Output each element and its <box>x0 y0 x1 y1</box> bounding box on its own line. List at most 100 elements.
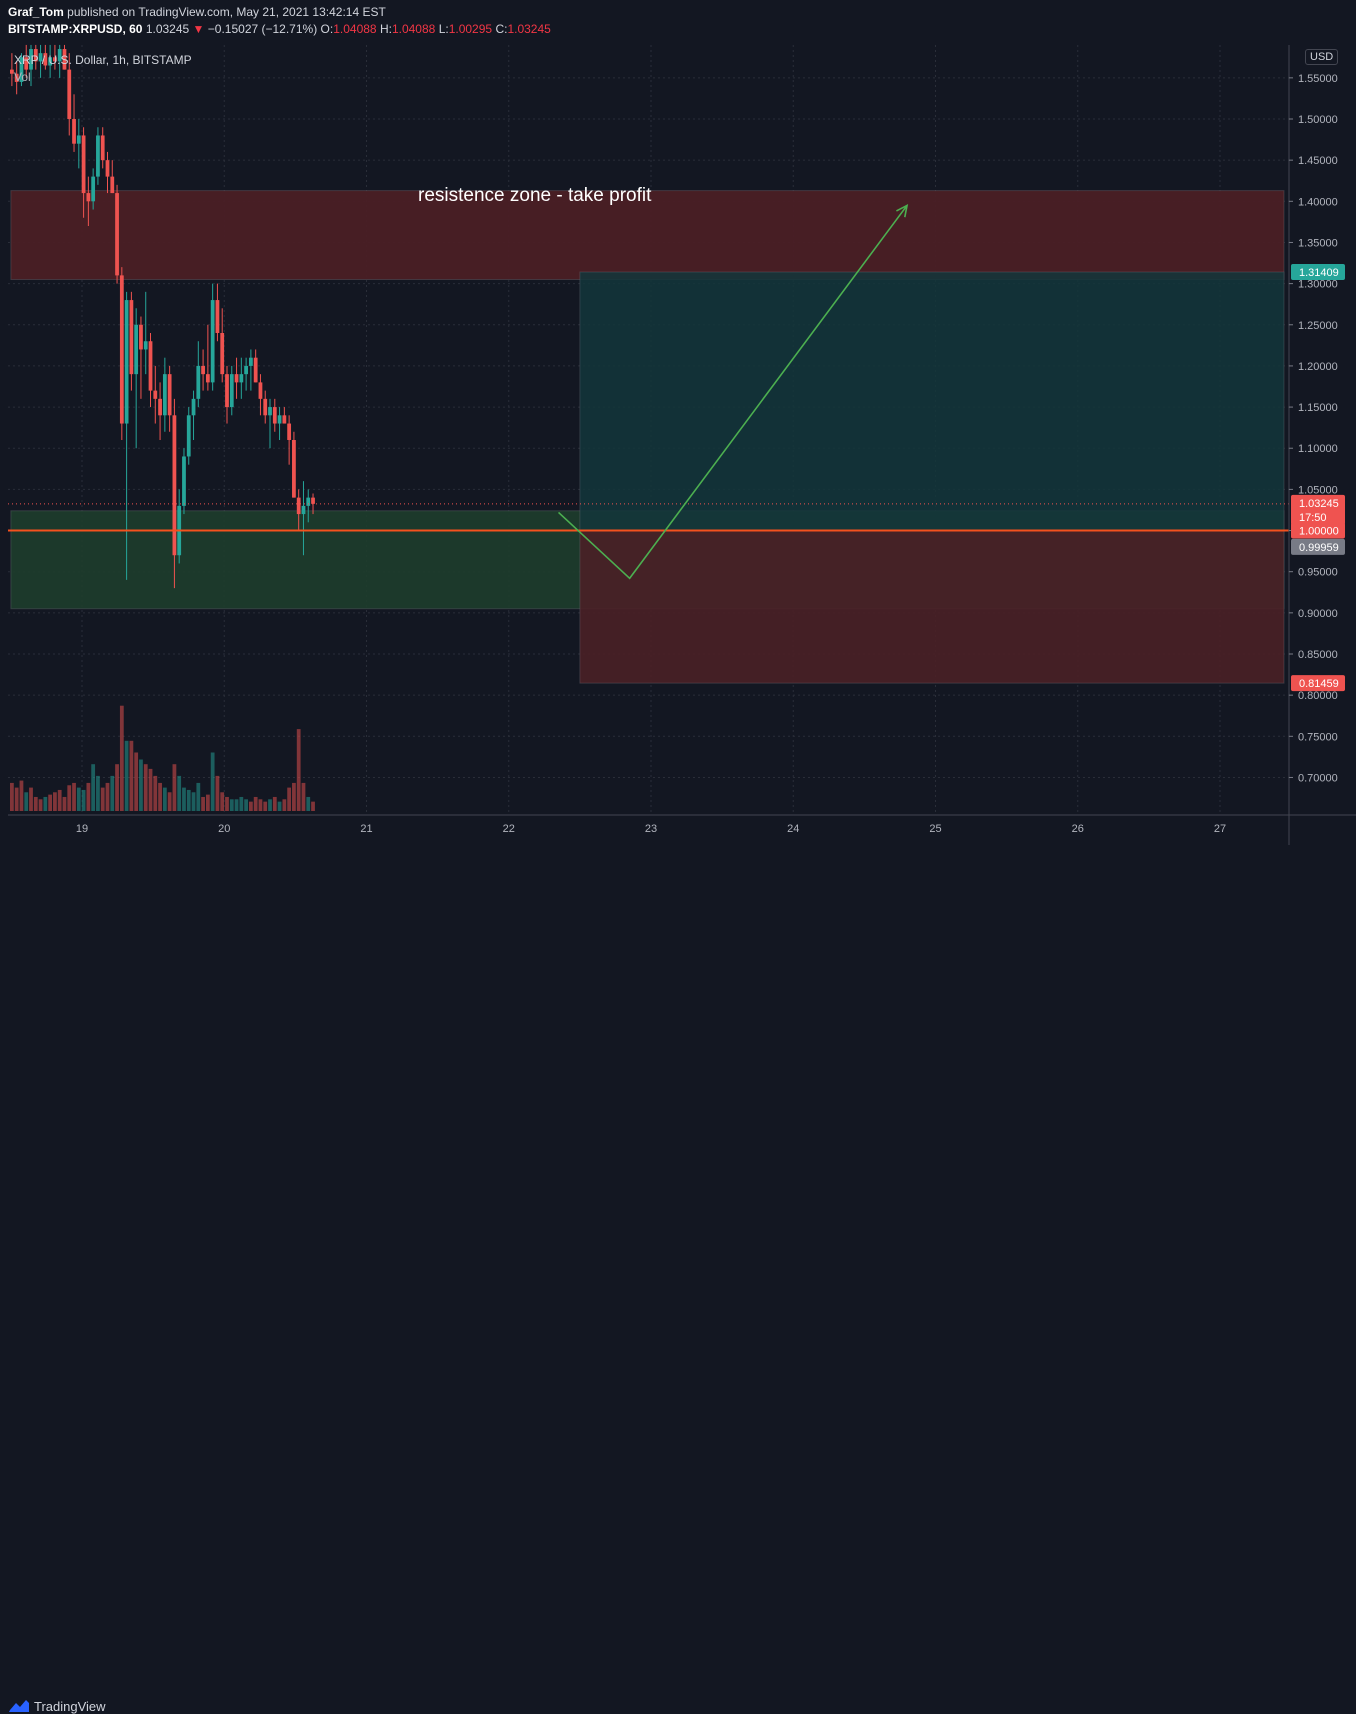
candle-body[interactable] <box>14 73 19 82</box>
brand-name[interactable]: TradingView <box>34 1699 106 1714</box>
candle-body[interactable] <box>62 49 67 70</box>
y-tick-label: 1.55000 <box>1298 73 1338 85</box>
candle-body[interactable] <box>139 324 143 350</box>
candle-body[interactable] <box>244 365 248 375</box>
countdown-label: 17:50 <box>1299 512 1327 524</box>
volume-bar <box>268 799 272 811</box>
candle-body[interactable] <box>110 176 115 194</box>
candle-body[interactable] <box>53 57 57 62</box>
candle-body[interactable] <box>311 497 315 504</box>
candle-body[interactable] <box>33 49 38 62</box>
x-tick-label: 24 <box>787 823 799 835</box>
candle-body[interactable] <box>72 119 76 144</box>
symbol-label[interactable]: BITSTAMP:XRPUSD, 60 <box>8 22 143 36</box>
candle-body[interactable] <box>186 415 191 457</box>
y-tick-label: 0.70000 <box>1298 772 1338 784</box>
candle-body[interactable] <box>38 53 43 62</box>
candle-body[interactable] <box>196 365 201 399</box>
candle-body[interactable] <box>105 160 110 177</box>
candle-body[interactable] <box>19 57 24 82</box>
x-tick-label: 27 <box>1214 823 1226 835</box>
x-tick-label: 23 <box>645 823 657 835</box>
candle-body[interactable] <box>229 374 234 408</box>
candle-body[interactable] <box>148 341 153 391</box>
price-tag[interactable] <box>1291 538 1345 555</box>
candle-body[interactable] <box>220 333 225 375</box>
candle-body[interactable] <box>191 398 196 416</box>
candle-body[interactable] <box>86 193 91 202</box>
candle-body[interactable] <box>91 176 96 202</box>
currency-button[interactable]: USD <box>1305 49 1339 65</box>
candle-body[interactable] <box>282 415 287 424</box>
candle-body[interactable] <box>277 415 282 424</box>
price-tag[interactable] <box>1291 675 1345 692</box>
candle-body[interactable] <box>182 456 186 506</box>
volume-bar <box>215 775 220 811</box>
stop-zone[interactable] <box>579 530 1285 684</box>
high-label: H: <box>379 22 392 36</box>
series-legend[interactable]: XRP / U.S. Dollar, 1h, BITSTAMP <box>14 53 192 67</box>
volume-bar <box>96 775 100 811</box>
candle-body[interactable] <box>239 374 244 383</box>
candle-body[interactable] <box>100 135 105 161</box>
candle-body[interactable] <box>292 440 296 498</box>
resistance-zone[interactable] <box>10 190 1285 281</box>
candle-body[interactable] <box>296 497 301 515</box>
candle-body[interactable] <box>253 357 258 383</box>
x-tick-label: 25 <box>929 823 941 835</box>
candle-body[interactable] <box>153 390 158 399</box>
volume-bar <box>67 785 72 811</box>
candle-body[interactable] <box>10 69 14 74</box>
price-tag[interactable] <box>1291 264 1345 281</box>
candle-body[interactable] <box>210 300 215 383</box>
candle-body[interactable] <box>172 415 177 556</box>
price-tag-label: 0.99959 <box>1299 542 1339 554</box>
volume-bar <box>129 740 134 811</box>
candle-body[interactable] <box>134 324 139 375</box>
price-chart[interactable]: 1.55000 1.50000 1.45000 1.40000 1.35000 1.300… <box>0 40 1356 845</box>
projection-arrow[interactable] <box>557 204 908 580</box>
candle-body[interactable] <box>162 374 167 416</box>
candle-body[interactable] <box>76 135 81 144</box>
candle-body[interactable] <box>115 193 119 276</box>
candle-body[interactable] <box>67 69 72 119</box>
volume-bar <box>110 775 115 811</box>
candle-body[interactable] <box>249 357 253 366</box>
candle-body[interactable] <box>263 398 268 416</box>
candle-body[interactable] <box>143 341 148 350</box>
target-zone[interactable] <box>579 271 1285 532</box>
volume-legend[interactable]: Vol <box>14 70 31 84</box>
candle-body[interactable] <box>119 275 124 424</box>
candle-body[interactable] <box>205 374 210 383</box>
candle-body[interactable] <box>215 300 220 333</box>
candle-body[interactable] <box>268 407 272 416</box>
price-tag[interactable] <box>1291 494 1345 525</box>
candle-body[interactable] <box>57 49 62 62</box>
volume-bar <box>24 792 29 811</box>
candle-body[interactable] <box>234 374 239 383</box>
arrow-head-icon <box>896 203 909 218</box>
candle-body[interactable] <box>96 135 100 177</box>
author-name[interactable]: Graf_Tom <box>8 5 64 19</box>
candle-body[interactable] <box>306 497 311 506</box>
low-value: 1.00295 <box>448 22 493 36</box>
candle-body[interactable] <box>48 57 53 66</box>
candle-body[interactable] <box>43 53 48 66</box>
candle-body[interactable] <box>158 398 162 416</box>
candle-body[interactable] <box>301 505 306 515</box>
candle-body[interactable] <box>258 382 263 399</box>
price-tag[interactable] <box>1291 522 1345 539</box>
candle-body[interactable] <box>129 300 134 375</box>
candle-body[interactable] <box>29 49 33 70</box>
candle-body[interactable] <box>225 374 229 408</box>
candle-body[interactable] <box>24 57 29 70</box>
candle-body[interactable] <box>287 423 292 440</box>
candle-body[interactable] <box>272 407 277 424</box>
candle-body[interactable] <box>81 135 86 194</box>
volume-bar <box>153 775 158 811</box>
resistance-annotation[interactable]: resistence zone - take profit <box>418 185 652 206</box>
volume-bar <box>225 796 229 811</box>
candle-body[interactable] <box>167 374 172 416</box>
candle-body[interactable] <box>124 300 129 424</box>
candle-body[interactable] <box>201 365 205 375</box>
